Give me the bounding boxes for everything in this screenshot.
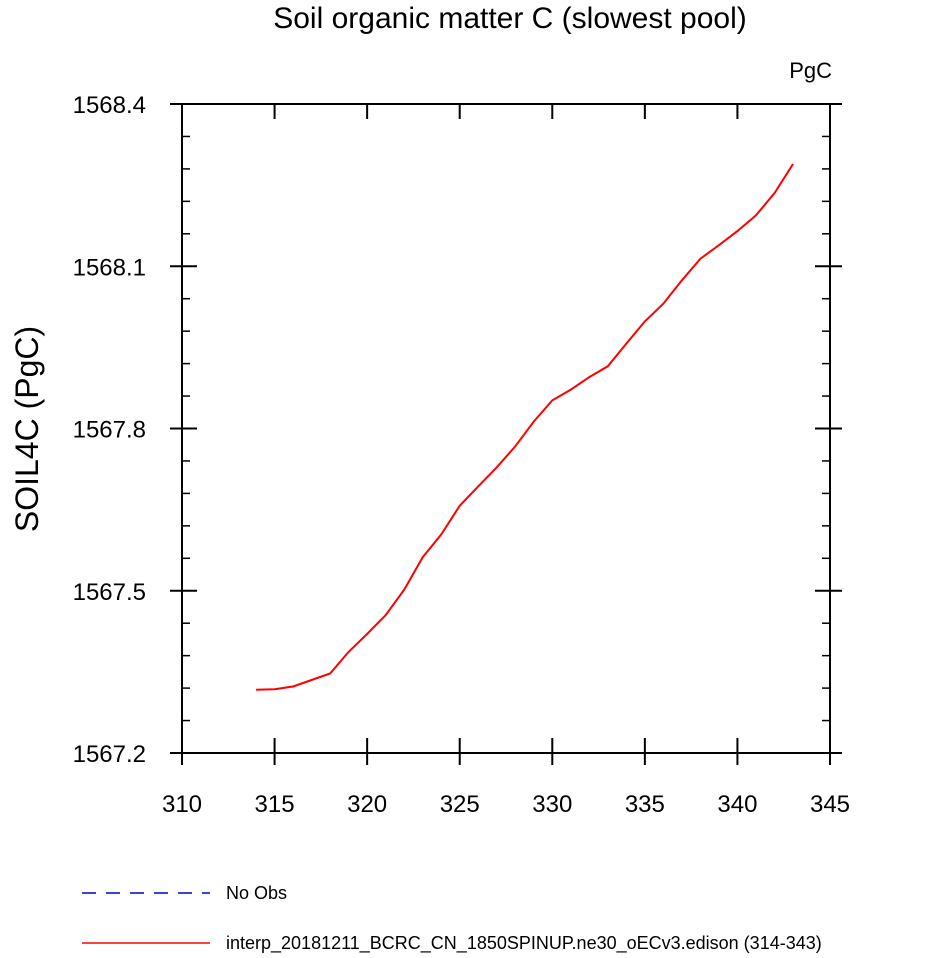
chart-title: Soil organic matter C (slowest pool) xyxy=(273,2,747,35)
axis-ticks xyxy=(170,103,842,765)
x-tick-label: 325 xyxy=(440,791,480,818)
x-tick-label: 330 xyxy=(532,791,572,818)
x-tick-label: 345 xyxy=(810,791,850,818)
legend: No Obs interp_20181211_BCRC_CN_1850SPINUP… xyxy=(82,883,822,954)
y-tick-label: 1568.4 xyxy=(73,92,146,119)
units-label: PgC xyxy=(789,58,832,83)
x-tick-label: 320 xyxy=(347,791,387,818)
series-line xyxy=(256,163,794,691)
y-tick-label: 1568.1 xyxy=(73,254,146,281)
legend-label: No Obs xyxy=(226,883,287,903)
x-tick-label: 310 xyxy=(162,791,202,818)
legend-label: interp_20181211_BCRC_CN_1850SPINUP.ne30_… xyxy=(226,933,822,954)
plot-series xyxy=(256,163,794,691)
x-tick-label: 315 xyxy=(255,791,295,818)
plot-frame xyxy=(181,103,831,754)
y-axis-label: SOIL4C (PgC) xyxy=(9,326,45,532)
y-tick-label: 1567.8 xyxy=(73,417,146,444)
axis-tick-labels: 310 315 320 325 330 335 340 345 1567.2 1567.5 1567… xyxy=(73,92,850,818)
y-tick-label: 1567.2 xyxy=(73,741,146,768)
x-tick-label: 335 xyxy=(625,791,665,818)
x-tick-label: 340 xyxy=(717,791,757,818)
y-tick-label: 1567.5 xyxy=(73,579,146,606)
